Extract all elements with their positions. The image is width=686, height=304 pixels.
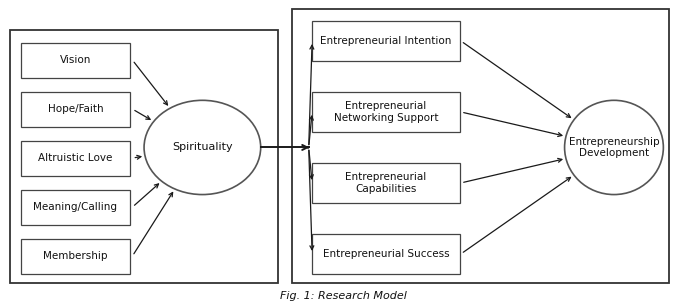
FancyBboxPatch shape xyxy=(21,43,130,78)
FancyBboxPatch shape xyxy=(10,30,278,283)
Text: Entrepreneurial Intention: Entrepreneurial Intention xyxy=(320,36,451,46)
Text: Entrepreneurial
Capabilities: Entrepreneurial Capabilities xyxy=(345,172,427,194)
Ellipse shape xyxy=(144,100,261,195)
FancyBboxPatch shape xyxy=(21,92,130,126)
FancyBboxPatch shape xyxy=(21,239,130,274)
Text: Entrepreneurship
Development: Entrepreneurship Development xyxy=(569,136,659,158)
FancyBboxPatch shape xyxy=(312,163,460,203)
Text: Membership: Membership xyxy=(43,251,108,261)
Text: Meaning/Calling: Meaning/Calling xyxy=(34,202,117,212)
Text: Entrepreneurial Success: Entrepreneurial Success xyxy=(322,249,449,259)
FancyBboxPatch shape xyxy=(292,9,669,283)
Text: Hope/Faith: Hope/Faith xyxy=(47,104,104,114)
FancyBboxPatch shape xyxy=(312,92,460,132)
Text: Altruistic Love: Altruistic Love xyxy=(38,153,113,163)
FancyBboxPatch shape xyxy=(312,21,460,61)
FancyBboxPatch shape xyxy=(21,140,130,176)
Text: Fig. 1: Research Model: Fig. 1: Research Model xyxy=(280,292,406,301)
FancyBboxPatch shape xyxy=(21,190,130,225)
Text: Spirituality: Spirituality xyxy=(172,143,233,152)
Text: Entrepreneurial
Networking Support: Entrepreneurial Networking Support xyxy=(333,101,438,123)
FancyBboxPatch shape xyxy=(312,234,460,274)
Ellipse shape xyxy=(565,100,663,195)
Text: Vision: Vision xyxy=(60,55,91,65)
